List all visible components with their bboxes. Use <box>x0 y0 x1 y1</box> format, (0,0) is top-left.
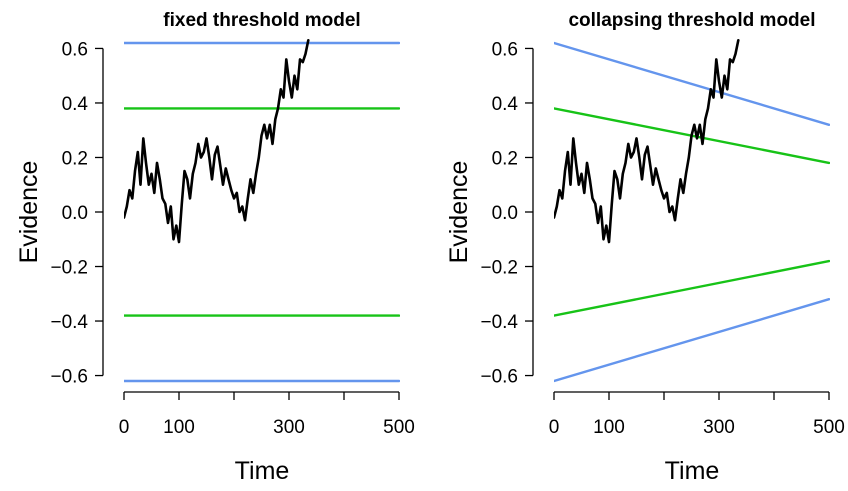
series-layer <box>124 38 400 383</box>
y-axis-label: Evidence <box>15 161 43 264</box>
evidence-trace <box>554 38 740 244</box>
y-axis-label: Evidence <box>445 161 473 264</box>
x-axis-label: Time <box>665 457 720 485</box>
x-tick-label: 500 <box>813 417 845 438</box>
collapsing-threshold-panel: collapsing threshold model −0.6 −0.4 −0.2 0… <box>445 10 845 485</box>
y-tick-label: 0.4 <box>492 94 519 115</box>
y-tick-label: −0.2 <box>50 258 88 279</box>
y-axis: −0.6 −0.4 −0.2 0.0 0.2 0.4 0.6 <box>480 39 534 388</box>
y-tick-label: −0.4 <box>50 312 88 333</box>
y-tick-label: 0.4 <box>62 94 89 115</box>
blue-threshold-line <box>554 41 830 127</box>
y-tick-label: −0.2 <box>480 258 518 279</box>
x-tick-label: 500 <box>383 417 415 438</box>
y-tick-label: −0.6 <box>480 367 518 388</box>
x-tick-label: 0 <box>119 417 130 438</box>
green-threshold-line <box>554 259 830 317</box>
series-layer <box>554 38 830 383</box>
x-tick-label: 300 <box>703 417 735 438</box>
y-tick-label: −0.4 <box>480 312 518 333</box>
x-axis-label: Time <box>235 457 290 485</box>
evidence-trace <box>124 38 310 244</box>
y-tick-label: 0.2 <box>62 148 88 169</box>
y-tick-label: 0.6 <box>62 39 88 60</box>
y-tick-label: 0.2 <box>492 148 518 169</box>
chart-title: fixed threshold model <box>163 10 360 31</box>
fixed-threshold-panel: fixed threshold model −0.6 −0.4 −0.2 0.0 0.2… <box>15 10 415 485</box>
x-tick-label: 300 <box>273 417 305 438</box>
y-axis: −0.6 −0.4 −0.2 0.0 0.2 0.4 0.6 <box>50 39 104 388</box>
y-tick-label: 0.0 <box>492 203 518 224</box>
y-tick-label: 0.0 <box>62 203 88 224</box>
blue-threshold-line <box>554 298 830 383</box>
x-axis: 0 100 300 500 <box>119 391 415 438</box>
y-tick-label: −0.6 <box>50 367 88 388</box>
chart-title: collapsing threshold model <box>568 10 815 31</box>
x-axis: 0 100 300 500 <box>549 391 845 438</box>
x-tick-label: 0 <box>549 417 560 438</box>
x-tick-label: 100 <box>163 417 195 438</box>
x-tick-label: 100 <box>593 417 625 438</box>
y-tick-label: 0.6 <box>492 39 518 60</box>
